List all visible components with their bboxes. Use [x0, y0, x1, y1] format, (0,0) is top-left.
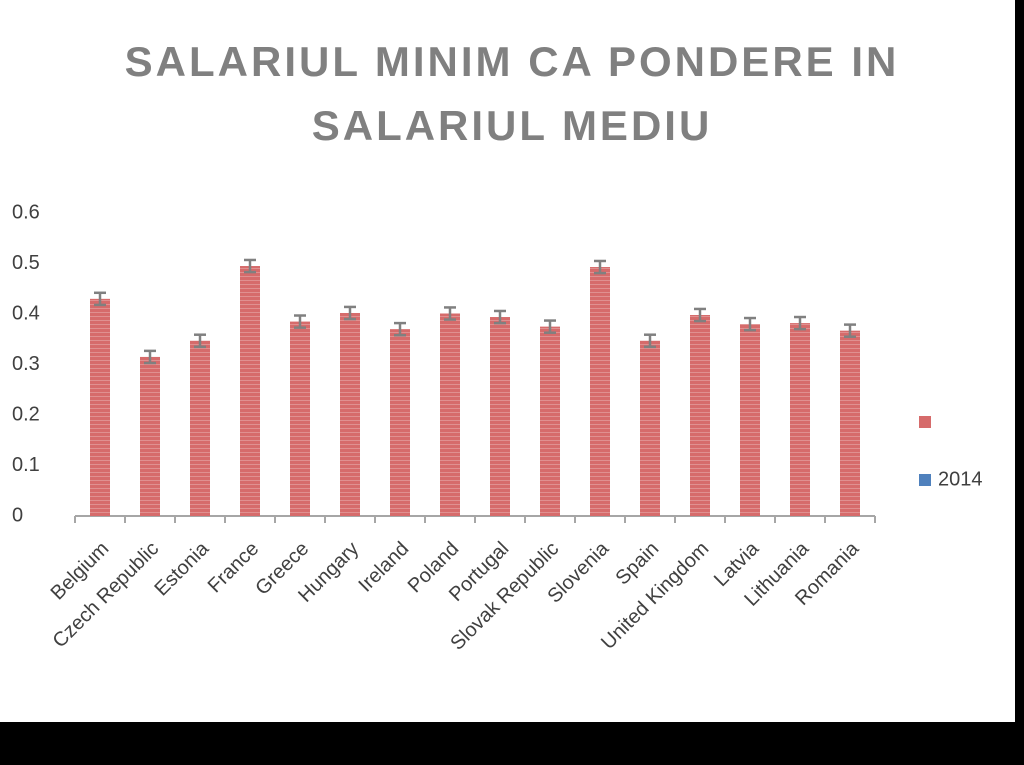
- error-bar: [844, 323, 856, 338]
- legend-swatch: [919, 474, 931, 486]
- bar-texture: [240, 266, 260, 516]
- y-tick-label: 0: [12, 504, 23, 526]
- bar-texture: [390, 329, 410, 516]
- bar-texture: [540, 326, 560, 516]
- bar-texture: [790, 323, 810, 516]
- error-bar: [94, 291, 106, 307]
- x-tick-label: Estonia: [151, 537, 214, 600]
- error-bar: [744, 316, 756, 332]
- bar-texture: [490, 317, 510, 516]
- error-bar: [194, 333, 206, 349]
- legend-swatch: [919, 416, 931, 428]
- error-bar: [294, 314, 306, 329]
- error-bar: [444, 306, 456, 321]
- error-bar: [244, 258, 256, 274]
- bar-texture: [840, 330, 860, 516]
- bar-texture: [440, 313, 460, 516]
- bar-texture: [690, 315, 710, 516]
- error-bar: [594, 259, 606, 275]
- error-bar: [494, 309, 506, 325]
- error-bar: [344, 305, 356, 321]
- legend-label: 2014: [938, 468, 983, 490]
- y-tick-label: 0.2: [12, 403, 40, 425]
- error-bar: [544, 319, 556, 334]
- error-bar: [394, 321, 406, 337]
- error-bar: [694, 307, 706, 323]
- y-tick-label: 0.1: [12, 454, 40, 476]
- error-bar: [644, 333, 656, 349]
- bar-texture: [290, 321, 310, 516]
- bar-texture: [740, 324, 760, 516]
- bar-texture: [590, 267, 610, 516]
- y-tick-label: 0.6: [12, 201, 40, 223]
- bar-texture: [190, 340, 210, 516]
- bar-texture: [340, 312, 360, 516]
- chart-title: SALARIUL MINIM CA PONDERE IN SALARIUL ME…: [124, 38, 900, 149]
- error-bar: [794, 315, 806, 331]
- bar-texture: [140, 356, 160, 516]
- bar-texture: [90, 298, 110, 516]
- y-tick-label: 0.4: [12, 302, 40, 324]
- error-bar: [144, 349, 156, 365]
- y-tick-label: 0.3: [12, 353, 40, 375]
- bar-texture: [640, 340, 660, 516]
- y-tick-label: 0.5: [12, 252, 40, 274]
- x-tick-label: Ireland: [354, 538, 413, 597]
